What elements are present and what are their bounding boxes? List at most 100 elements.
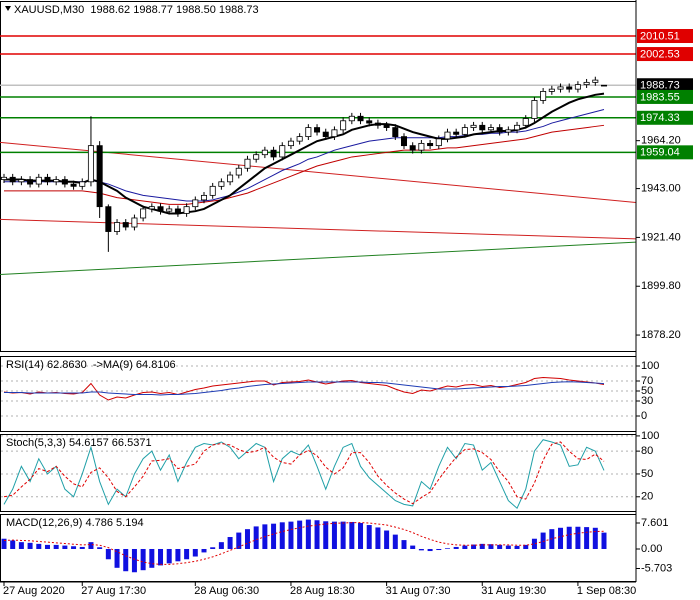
candle-body [279,145,286,158]
panel-title: RSI(14) 62.8630 ->MA(9) 64.8106 [6,359,176,371]
histogram-bar [88,542,94,549]
histogram-bar [523,544,529,549]
level-label-box [637,89,693,104]
candle-body [366,120,373,124]
y-tick-label: 100 [641,360,659,372]
candle-body [227,174,234,183]
histogram-bar [210,547,216,549]
y-tick-label: 20 [641,491,653,503]
candle-body [322,131,329,138]
histogram-bar [44,544,50,549]
histogram-bar [349,521,355,549]
candle-body [444,131,451,140]
level-label: 2002.53 [640,48,680,60]
candle-body [566,86,573,90]
y-tick-label: -5.703 [641,562,672,574]
candle-body [331,129,338,138]
histogram-bar [149,548,155,568]
level-label-box [637,110,693,125]
histogram-bar [514,545,520,549]
histogram-bar [418,548,424,551]
histogram-bar [253,526,259,549]
title-icon [5,6,11,11]
candle-body [166,208,173,212]
histogram-bar [105,548,111,560]
y-tick-label: 1878.20 [641,329,681,341]
candle-body [557,86,564,90]
candle-body [357,115,364,122]
candle-body [479,124,486,131]
histogram-bar [297,520,303,549]
candle-body [140,208,147,219]
panel-title: MACD(12,26,9) 4.786 5.194 [6,517,144,529]
candle-body [70,183,77,187]
indicator-line [3,441,605,505]
histogram-bar [201,548,207,553]
histogram-bar [244,529,250,549]
candle-body [374,122,381,126]
x-tick-label: 31 Aug 07:30 [386,585,451,597]
histogram-bar [462,545,468,549]
y-tick-label: 1899.80 [641,280,681,292]
y-tick-label: 7.601 [641,517,669,529]
candle-body [505,129,512,133]
histogram-bar [227,537,233,549]
histogram-bar [453,546,459,549]
histogram-bar [192,548,198,557]
candle-body [383,124,390,128]
histogram-bar [323,521,329,549]
candle-body [114,222,121,232]
histogram-bar [71,546,77,549]
candle-body [340,120,347,131]
candle-body [27,179,34,185]
x-tick-label: 31 Aug 19:30 [481,585,546,597]
histogram-bar [584,527,590,549]
indicator-line [3,522,605,565]
y-tick-label: 100 [641,430,659,442]
x-tick-label: 27 Aug 2020 [3,585,65,597]
candle-body [461,127,468,135]
candle-body [209,185,216,196]
histogram-bar [288,521,294,549]
histogram-bar [401,540,407,549]
moving-average [4,109,605,202]
y-tick-label: 0 [641,410,647,422]
histogram-bar [10,540,16,549]
trend-line [0,241,637,275]
candle-body [105,206,112,232]
histogram-bar [79,546,85,549]
histogram-bar [166,548,172,564]
histogram-bar [36,543,42,549]
candle-body [79,181,86,187]
candle-body [87,145,94,183]
histogram-bar [436,548,442,551]
y-tick-label: 1943.00 [641,182,681,194]
candle-body [218,181,225,187]
level-label: 1974.33 [640,112,680,124]
panel-title: Stoch(5,3,3) 54.6157 66.5371 [6,437,152,449]
candle-body [287,140,294,147]
y-tick-label: 30 [641,395,653,407]
candle-body [522,118,529,126]
candle-body [296,136,303,142]
candle-body [418,142,425,151]
candle-body [35,176,42,185]
histogram-bar [384,530,390,549]
candle-body [540,91,547,101]
level-label-box [637,145,693,160]
candle-body [174,208,181,214]
candle-body [348,115,355,122]
histogram-bar [123,548,129,572]
candle-body [61,179,68,185]
candle-body [131,217,138,228]
candle-body [514,124,521,131]
candle-body [0,176,8,180]
histogram-bar [331,521,337,549]
candle-body [253,154,260,160]
histogram-bar [18,542,24,549]
histogram-bar [175,548,181,562]
candle-body [96,145,103,208]
x-tick-label: 1 Sep 08:30 [577,585,636,597]
candle-body [148,206,155,210]
